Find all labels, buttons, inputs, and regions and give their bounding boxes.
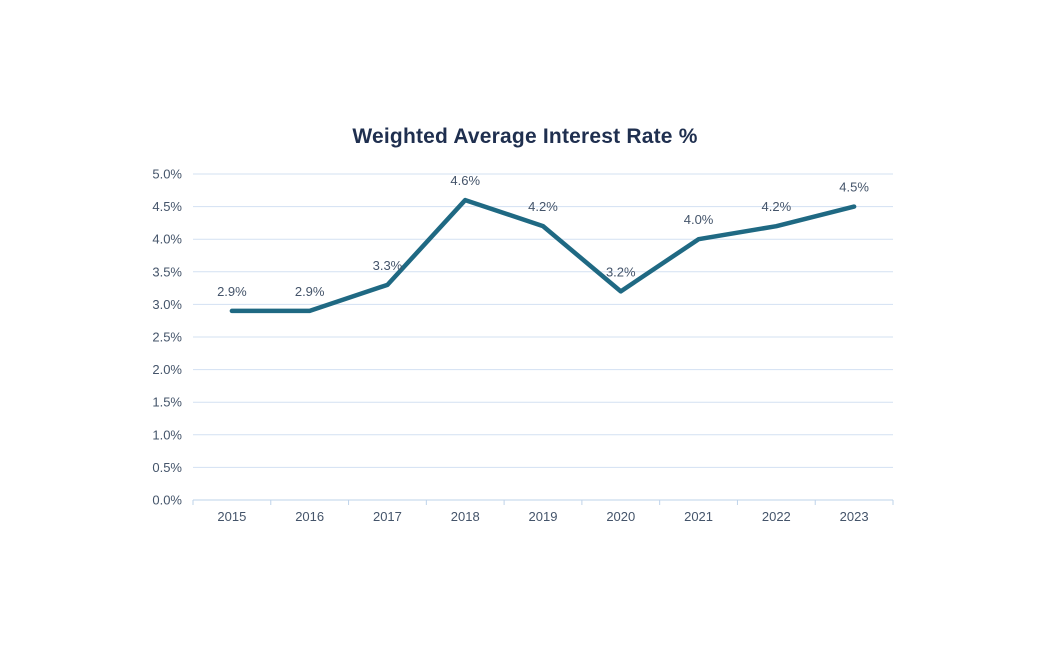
data-label: 3.2% [606,264,636,279]
chart-title: Weighted Average Interest Rate % [352,125,698,148]
data-label: 3.3% [373,258,403,273]
data-label: 4.6% [450,173,480,188]
x-axis-tick-label: 2017 [373,509,402,524]
x-axis-tick-label: 2019 [529,509,558,524]
y-axis-tick-label: 3.0% [152,297,182,312]
data-label: 2.9% [295,284,325,299]
data-label: 2.9% [217,284,247,299]
y-axis-tick-label: 1.5% [152,395,182,410]
y-axis-tick-label: 3.5% [152,264,182,279]
y-axis-tick-label: 2.5% [152,330,182,345]
x-axis-tick-label: 2022 [762,509,791,524]
data-label: 4.0% [684,212,714,227]
y-axis-tick-label: 1.0% [152,427,182,442]
x-axis-tick-label: 2018 [451,509,480,524]
data-label: 4.5% [839,180,869,195]
data-label: 4.2% [528,199,558,214]
x-axis-tick-label: 2015 [217,509,246,524]
data-label: 4.2% [762,199,792,214]
x-axis-tick-label: 2020 [606,509,635,524]
x-axis-tick-label: 2023 [840,509,869,524]
y-axis-tick-label: 4.5% [152,199,182,214]
y-axis-tick-label: 0.0% [152,493,182,508]
x-axis-tick-label: 2016 [295,509,324,524]
data-series-line [229,197,857,314]
y-axis-tick-label: 4.0% [152,232,182,247]
y-axis-tick-label: 2.0% [152,362,182,377]
x-axis-tick-label: 2021 [684,509,713,524]
y-axis-tick-label: 5.0% [152,167,182,182]
y-axis-tick-label: 0.5% [152,460,182,475]
